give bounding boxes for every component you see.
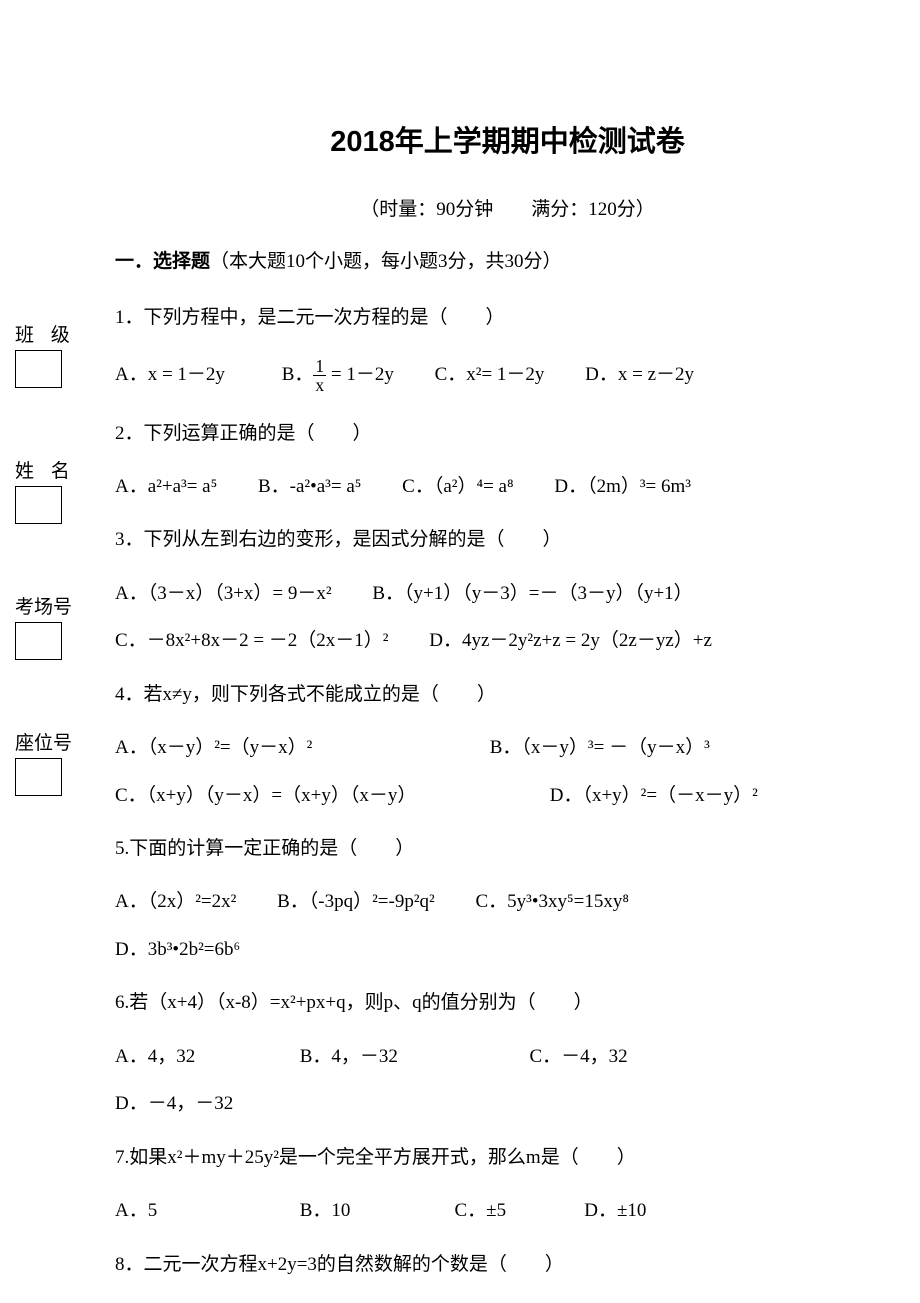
q3-opt-a: A．（3－x）（3+x）= 9－x² [115,579,332,608]
q5-options: A．（2x）²=2x² B．（-3pq）²=-9p²q² C．5y³•3xy⁵=… [115,887,900,964]
q4-options: A．（x－y）²=（y－x）² B．（x－y）³= －（y－x）³ C．（x+y… [115,733,900,810]
section-1-desc: （本大题10个小题，每小题3分，共30分） [210,251,562,272]
q3-options: A．（3－x）（3+x）= 9－x² B．（y+1）（y－3）=－（3－y）（y… [115,579,900,656]
fraction-1-over-x: 1x [313,357,326,395]
seat-input-box[interactable] [15,758,62,796]
q6-opt-b: B．4，－32 [300,1042,525,1071]
q7-opt-d: D．±10 [584,1196,646,1225]
q1-opt-c: C．x²= 1－2y [435,360,545,389]
q4-opt-d: D．（x+y）²=（－x－y）² [550,781,758,810]
exam-title: 2018年上学期期中检测试卷 [115,118,900,160]
sidebar: 班 级 姓 名 考场号 座位号 [15,320,90,864]
q6-options: A．4，32 B．4，－32 C．－4，32 D．－4，－32 [115,1042,900,1119]
q5-opt-a: A．（2x）²=2x² [115,887,236,916]
q5-opt-c: C．5y³•3xy⁵=15xy⁸ [475,887,629,916]
q6-opt-c: C．－4，32 [530,1042,628,1071]
q2-options: A．a²+a³= a⁵ B．-a²•a³= a⁵ C．（a²）⁴= a⁸ D．（… [115,472,900,501]
q5-opt-b: B．（-3pq）²=-9p²q² [277,887,435,916]
class-input-box[interactable] [15,350,62,388]
q1-opt-b: B．1x = 1－2y [282,357,394,395]
q1-opt-d: D．x = z－2y [585,360,694,389]
q4-opt-c: C．（x+y）（y－x）=（x+y）（x－y） [115,781,545,810]
q6-opt-d: D．－4，－32 [115,1089,233,1118]
q7-options: A．5 B．10 C．±5 D．±10 [115,1196,900,1225]
exam-subtitle: （时量：90分钟 满分：120分） [115,194,900,221]
q1-stem: 1．下列方程中，是二元一次方程的是（ ） [115,303,900,332]
room-field: 考场号 [15,592,90,660]
name-input-box[interactable] [15,486,62,524]
q3-opt-d: D．4yz－2y²z+z = 2y（2z－yz）+z [429,626,712,655]
q1-opt-a: A．x = 1－2y [115,360,225,389]
q7-opt-b: B．10 [300,1196,450,1225]
room-input-box[interactable] [15,622,62,660]
q2-opt-a: A．a²+a³= a⁵ [115,472,217,501]
section-1-header: 一．选择题（本大题10个小题，每小题3分，共30分） [115,247,900,277]
class-label: 班 级 [15,320,90,347]
q2-opt-b: B．-a²•a³= a⁵ [258,472,361,501]
q5-opt-d: D．3b³•2b²=6b⁶ [115,935,240,964]
seat-label: 座位号 [15,728,90,755]
q3-stem: 3．下列从左到右边的变形，是因式分解的是（ ） [115,525,900,554]
q2-opt-d: D．（2m）³= 6m³ [554,472,691,501]
room-label: 考场号 [15,592,90,619]
q2-opt-c: C．（a²）⁴= a⁸ [402,472,513,501]
section-1-label: 一．选择题 [115,251,210,272]
q7-opt-a: A．5 [115,1196,295,1225]
q3-opt-c: C．－8x²+8x－2 = －2（2x－1）² [115,626,389,655]
q7-opt-c: C．±5 [455,1196,580,1225]
q4-opt-b: B．（x－y）³= －（y－x）³ [490,733,710,762]
q6-stem: 6.若（x+4）（x-8）=x²+px+q，则p、q的值分别为（ ） [115,988,900,1017]
q2-stem: 2．下列运算正确的是（ ） [115,419,900,448]
name-label: 姓 名 [15,456,90,483]
q8-stem: 8．二元一次方程x+2y=3的自然数解的个数是（ ） [115,1250,900,1279]
q3-opt-b: B．（y+1）（y－3）=－（3－y）（y+1） [372,579,692,608]
name-field: 姓 名 [15,456,90,524]
q4-stem: 4．若x≠y，则下列各式不能成立的是（ ） [115,680,900,709]
q1-options: A．x = 1－2y B．1x = 1－2y C．x²= 1－2y D．x = … [115,357,900,395]
exam-content: 2018年上学期期中检测试卷 （时量：90分钟 满分：120分） 一．选择题（本… [115,118,900,1303]
q6-opt-a: A．4，32 [115,1042,295,1071]
q5-stem: 5.下面的计算一定正确的是（ ） [115,834,900,863]
q4-opt-a: A．（x－y）²=（y－x）² [115,733,485,762]
seat-field: 座位号 [15,728,90,796]
class-field: 班 级 [15,320,90,388]
q7-stem: 7.如果x²＋my＋25y²是一个完全平方展开式，那么m是（ ） [115,1143,900,1172]
